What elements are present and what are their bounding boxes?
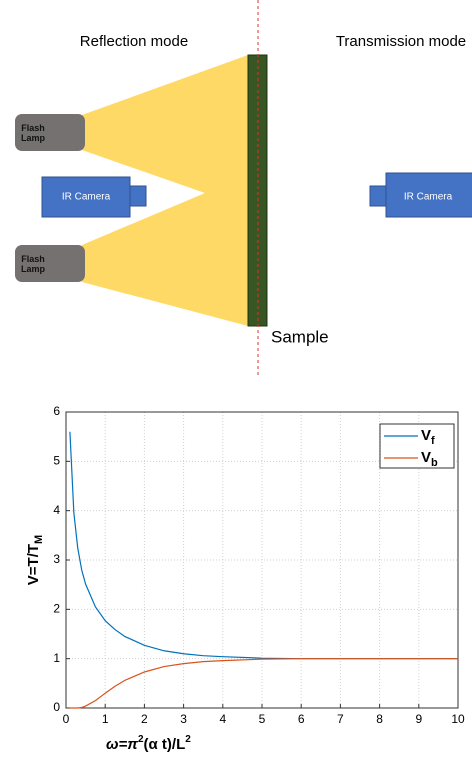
page: Reflection mode Transmission mode IR Cam… [0, 0, 472, 758]
x-tick-label: 10 [451, 712, 465, 726]
y-label-part: V=T/T [25, 544, 42, 585]
y-axis-label: V=T/TM [25, 535, 45, 585]
camera-label: IR Camera [404, 192, 453, 203]
legend-subscript: f [431, 435, 435, 447]
camera-lens [370, 186, 386, 206]
legend-name: V [421, 449, 431, 466]
mode-label: Transmission mode [336, 33, 466, 50]
legend-box [380, 424, 454, 468]
lamp-label: Flash Lamp [15, 114, 51, 151]
x-tick-label: 8 [376, 712, 383, 726]
x-tick-label: 4 [219, 712, 226, 726]
y-tick-label: 3 [53, 552, 60, 566]
mode-label: Reflection mode [80, 33, 188, 50]
camera-label: IR Camera [62, 192, 111, 203]
y-tick-label: 0 [53, 700, 60, 714]
x-tick-label: 2 [141, 712, 148, 726]
sample [248, 55, 267, 326]
camera-lens [130, 186, 146, 206]
x-tick-label: 5 [259, 712, 266, 726]
y-tick-label: 2 [53, 602, 60, 616]
legend-subscript: b [431, 457, 438, 469]
x-tick-label: 3 [180, 712, 187, 726]
y-label-part: M [33, 535, 45, 544]
x-label-part: 2 [185, 734, 191, 745]
y-tick-label: 1 [53, 651, 60, 665]
legend-name: V [421, 427, 431, 444]
y-tick-label: 4 [53, 503, 60, 517]
x-tick-label: 6 [298, 712, 305, 726]
sample-label: Sample [271, 327, 329, 346]
x-tick-label: 1 [102, 712, 109, 726]
y-tick-label: 5 [53, 454, 60, 468]
y-tick-label: 6 [53, 404, 60, 418]
x-tick-label: 7 [337, 712, 344, 726]
canvas: Reflection mode Transmission mode IR Cam… [0, 0, 472, 758]
lamp-label: Flash Lamp [15, 245, 51, 282]
x-label-part: ω=π [106, 736, 138, 753]
x-axis-label: ω=π2(α t)/L2 [106, 734, 191, 753]
x-label-part: (α t)/L [144, 736, 186, 753]
x-tick-label: 9 [415, 712, 422, 726]
x-tick-label: 0 [63, 712, 70, 726]
